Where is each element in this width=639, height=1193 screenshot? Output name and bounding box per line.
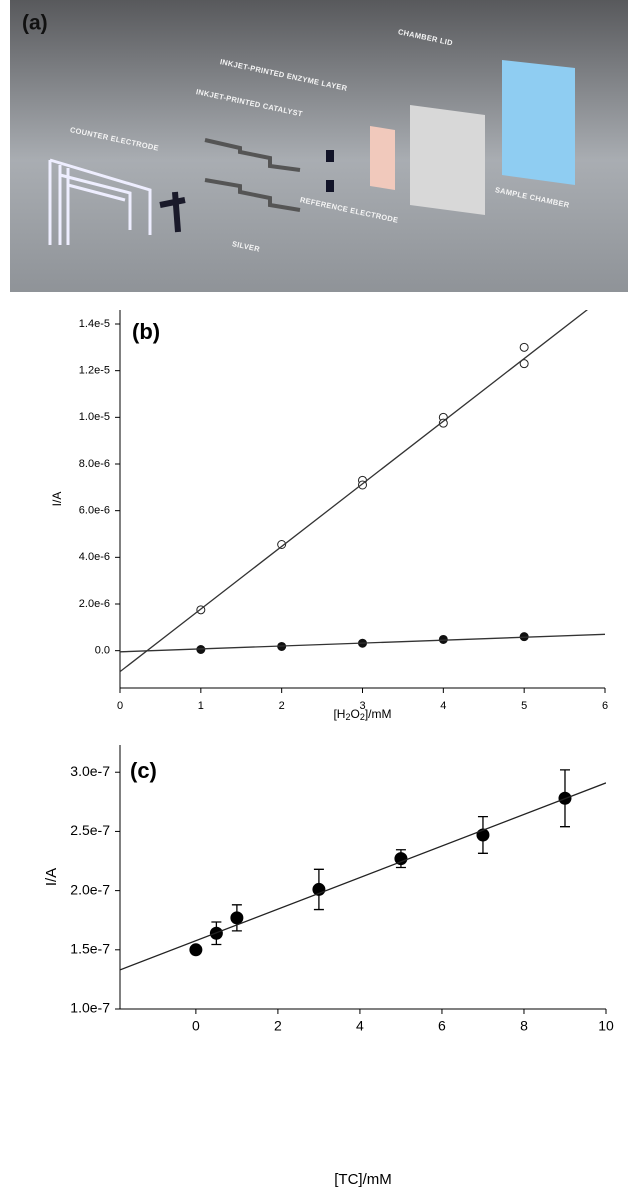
data-point (230, 911, 244, 925)
x-tick-label: 2 (279, 700, 285, 712)
data-point (438, 418, 448, 428)
x-tick-label: 8 (520, 1018, 528, 1034)
y-axis-title: I/A (50, 492, 64, 507)
y-tick-label: 8.0e-6 (79, 458, 110, 470)
panel-label: (c) (130, 758, 157, 783)
data-point (519, 342, 529, 352)
data-point (394, 852, 408, 866)
x-tick-label: 5 (521, 700, 527, 712)
y-tick-label: 1.4e-5 (79, 318, 110, 330)
plot-area (120, 769, 606, 971)
enzyme-dot (326, 180, 334, 192)
fit-line (120, 310, 588, 673)
y-tick-label: 4.0e-6 (79, 551, 110, 563)
x-axis-title-part: [H (333, 707, 345, 721)
x-tick-label: 2 (274, 1018, 282, 1034)
x-tick-label: 10 (598, 1018, 614, 1034)
y-axis-title: I/A (43, 868, 60, 886)
y-tick-label: 1.0e-5 (79, 411, 110, 423)
y-tick-label: 3.0e-7 (70, 763, 110, 779)
panel-label: (a) (22, 12, 48, 35)
sample-chamber (410, 105, 485, 215)
panel-a: (a) (10, 0, 628, 292)
enzyme-dot (326, 150, 334, 162)
data-point (519, 359, 529, 369)
x-tick-label: 6 (438, 1018, 446, 1034)
fit-line (120, 782, 606, 971)
panel-label: (b) (132, 319, 160, 344)
x-tick-label: 6 (602, 700, 608, 712)
x-tick-label: 0 (192, 1018, 200, 1034)
y-tick-label: 0.0 (95, 645, 110, 657)
reference-trace (204, 178, 301, 212)
y-tick-label: 6.0e-6 (79, 505, 110, 517)
x-axis-title: [TC]/mM (334, 1171, 392, 1188)
x-tick-label: 0 (117, 700, 123, 712)
data-point (277, 540, 287, 549)
counter-electrode (48, 158, 152, 245)
x-axis-title: [H2O2]/mM (333, 707, 391, 722)
y-tick-label: 2.5e-7 (70, 822, 110, 838)
y-tick-label: 1.2e-5 (79, 365, 110, 377)
x-axis-title-part: 2 (345, 712, 350, 722)
plot-area (120, 310, 605, 673)
x-tick-label: 3 (359, 700, 365, 712)
x-axis-title-part: [TC]/mM (334, 1171, 392, 1188)
x-axis-title-part: 2 (360, 712, 365, 722)
data-point (189, 943, 203, 957)
enzyme-layer (370, 126, 395, 190)
x-tick-label: 4 (356, 1018, 364, 1034)
x-tick-label: 1 (198, 700, 204, 712)
catalyst-trace (204, 138, 301, 172)
x-axis-title-part: ]/mM (365, 707, 392, 721)
y-tick-label: 2.0e-7 (70, 881, 110, 897)
x-tick-label: 4 (440, 700, 446, 712)
silver-trace (159, 191, 186, 233)
fit-line (120, 633, 605, 653)
y-tick-label: 1.0e-7 (70, 1000, 110, 1016)
y-tick-label: 2.0e-6 (79, 598, 110, 610)
chamber-lid (502, 60, 575, 185)
y-tick-label: 1.5e-7 (70, 941, 110, 957)
x-axis-title-part: O (350, 707, 359, 721)
